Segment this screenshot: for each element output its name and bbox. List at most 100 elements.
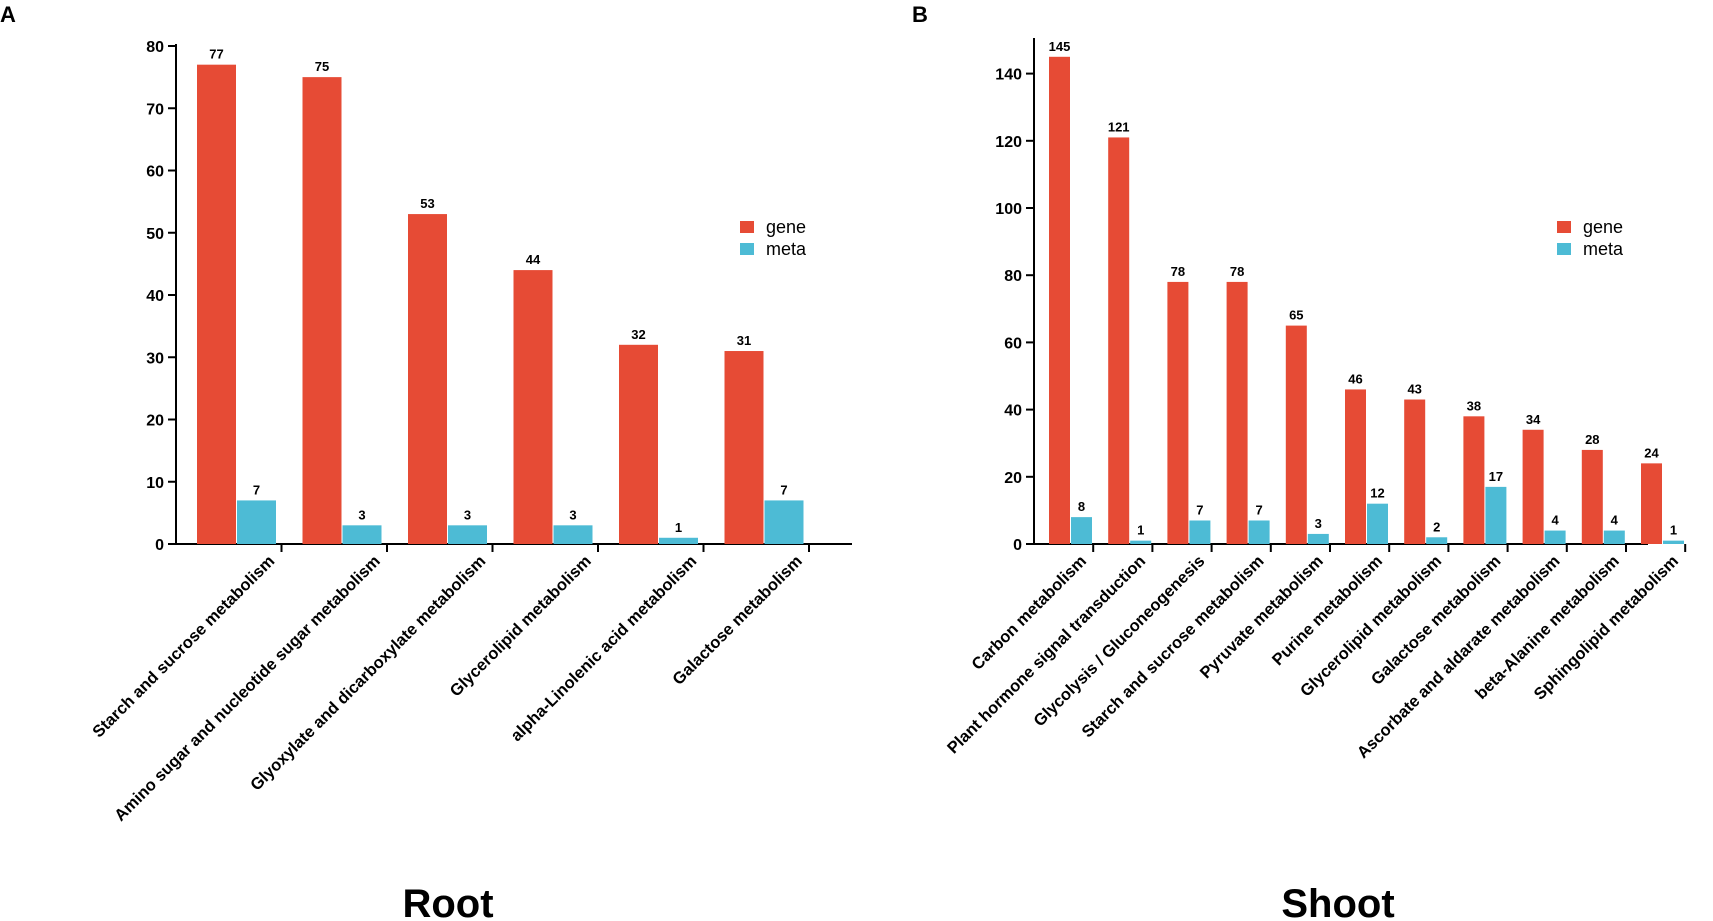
x-tick-label: alpha-Linolenic acid metabolism <box>507 552 700 745</box>
data-label-gene: 43 <box>1407 382 1421 397</box>
bar-meta <box>764 500 804 544</box>
bar-meta <box>1071 517 1092 544</box>
data-label-gene: 38 <box>1467 398 1481 413</box>
data-label-gene: 31 <box>737 333 751 348</box>
bar-meta <box>342 525 382 544</box>
legend-swatch-gene <box>1557 221 1571 233</box>
y-tick-label: 60 <box>146 164 164 181</box>
bar-gene <box>513 270 553 544</box>
y-tick-label: 0 <box>155 537 164 554</box>
chart-title-root: Root <box>402 882 493 921</box>
data-label-gene: 75 <box>315 59 329 74</box>
y-tick-label: 20 <box>146 413 164 430</box>
data-label-gene: 145 <box>1049 39 1071 54</box>
data-label-meta: 3 <box>358 507 365 522</box>
legend-label-gene: gene <box>1583 217 1623 237</box>
bar-gene <box>1522 429 1544 544</box>
y-tick-label: 70 <box>146 101 164 118</box>
bar-meta <box>1367 503 1388 544</box>
data-label-gene: 34 <box>1526 412 1541 427</box>
data-label-gene: 65 <box>1289 308 1303 323</box>
bar-gene <box>724 351 764 544</box>
legend-label-meta: meta <box>1583 239 1624 259</box>
data-label-gene: 78 <box>1230 264 1244 279</box>
bar-gene <box>1167 281 1189 544</box>
x-tick-label: Glyoxylate and dicarboxylate metabolism <box>247 552 489 794</box>
panel-label-a: A <box>0 2 16 27</box>
bar-gene <box>408 214 447 544</box>
bar-meta <box>1663 540 1684 544</box>
data-label-gene: 53 <box>420 196 434 211</box>
data-label-gene: 121 <box>1108 119 1130 134</box>
bar-gene <box>1641 463 1662 544</box>
data-label-meta: 1 <box>1670 523 1677 538</box>
legend-label-gene: gene <box>766 217 806 237</box>
bar-meta <box>1485 486 1507 544</box>
x-tick-label: Starch and sucrose metabolism <box>89 552 278 741</box>
y-tick-label: 120 <box>995 134 1022 151</box>
data-label-gene: 24 <box>1644 445 1659 460</box>
y-tick-label: 80 <box>1004 268 1022 285</box>
bar-gene <box>1049 56 1070 545</box>
bar-gene <box>197 64 236 545</box>
bar-gene <box>1345 389 1366 544</box>
bar-meta <box>1426 537 1448 544</box>
y-tick-label: 0 <box>1013 537 1022 554</box>
legend-swatch-meta <box>1557 243 1571 255</box>
data-label-meta: 3 <box>464 507 471 522</box>
y-tick-label: 10 <box>146 475 164 492</box>
panel-label-b: B <box>912 2 928 27</box>
data-label-meta: 17 <box>1489 469 1503 484</box>
bar-meta <box>659 537 698 544</box>
data-label-meta: 12 <box>1370 486 1384 501</box>
bar-gene <box>302 77 342 544</box>
data-label-gene: 78 <box>1171 264 1185 279</box>
bar-meta <box>1189 520 1211 544</box>
data-label-gene: 77 <box>209 47 223 62</box>
bar-meta <box>1603 530 1625 544</box>
data-label-gene: 28 <box>1585 432 1599 447</box>
data-label-meta: 7 <box>1255 502 1262 517</box>
bar-gene <box>1108 137 1130 544</box>
x-tick-label: Carbon metabolism <box>968 552 1090 674</box>
bar-meta <box>1544 530 1566 544</box>
bar-meta <box>553 525 593 544</box>
data-label-meta: 7 <box>780 482 787 497</box>
bar-meta <box>1130 540 1152 544</box>
data-label-meta: 4 <box>1611 513 1619 528</box>
data-label-gene: 44 <box>526 252 541 267</box>
data-label-meta: 4 <box>1551 513 1559 528</box>
y-tick-label: 60 <box>1004 335 1022 352</box>
data-label-meta: 8 <box>1078 499 1085 514</box>
data-label-meta: 1 <box>1137 523 1144 538</box>
bar-meta <box>237 500 276 544</box>
bar-meta <box>448 525 487 544</box>
bar-gene <box>1226 281 1248 544</box>
y-tick-label: 140 <box>995 67 1022 84</box>
bar-gene <box>1463 416 1485 544</box>
x-tick-label: Purine metabolism <box>1269 552 1386 669</box>
y-tick-label: 50 <box>146 226 164 243</box>
legend-swatch-meta <box>740 243 754 255</box>
x-tick-label: Ascorbate and aldarate metabolism <box>1354 552 1564 762</box>
y-tick-label: 40 <box>1004 403 1022 420</box>
legend-swatch-gene <box>740 221 754 233</box>
y-tick-label: 80 <box>146 39 164 56</box>
bar-gene <box>1285 325 1307 544</box>
bar-gene <box>1581 449 1603 544</box>
bar-gene <box>619 344 658 544</box>
bar-gene <box>1404 399 1426 544</box>
data-label-meta: 1 <box>675 520 682 535</box>
data-label-gene: 46 <box>1348 371 1362 386</box>
bar-meta <box>1307 533 1329 544</box>
bar-meta <box>1248 520 1270 544</box>
data-label-meta: 3 <box>1315 516 1322 531</box>
data-label-meta: 7 <box>1196 502 1203 517</box>
y-tick-label: 30 <box>146 350 164 367</box>
y-tick-label: 40 <box>146 288 164 305</box>
chart-panel-b: B Shoot 0 20 40 60 80 100 120 140 145 8 Carbon met… <box>912 2 1687 921</box>
data-label-meta: 3 <box>569 507 576 522</box>
y-tick-label: 20 <box>1004 470 1022 487</box>
